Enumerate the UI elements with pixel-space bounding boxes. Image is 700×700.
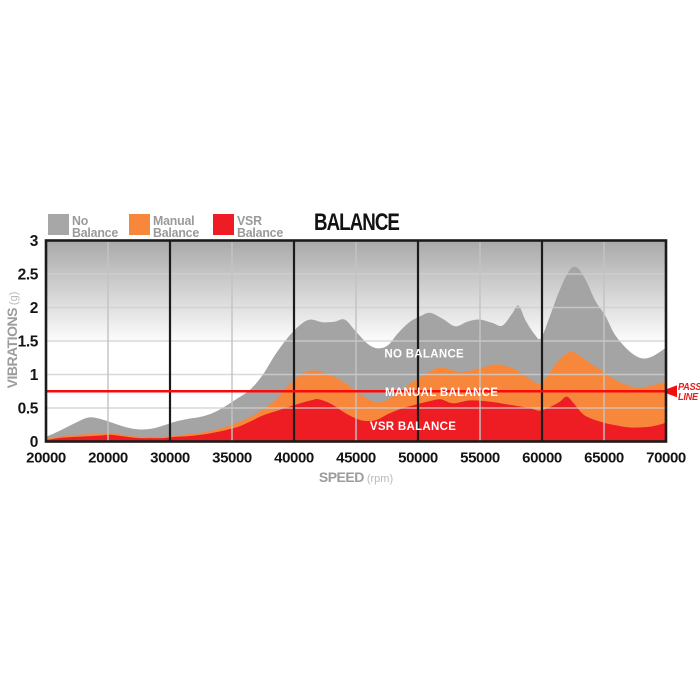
x-tick-label: 70000 [646,450,686,467]
x-tick-label: 50000 [398,450,438,467]
y-axis-title: VIBRATIONS (g) [4,225,22,455]
legend-label-line2: Balance [153,224,200,240]
y-tick-label: 1 [30,367,39,384]
y-axis-tick-labels: 0 0.5 1 1.5 2 2.5 3 [18,233,40,451]
pass-line-label: PASS LINE [678,383,700,402]
y-tick-label: 1.5 [18,334,39,351]
plot-border-rect [44,239,668,443]
legend-label-line2: Balance [72,224,119,240]
series-inline-label: VSR BALANCE [370,421,456,433]
series-inline-labels: NO BALANCE MANUAL BALANCE VSR BALANCE [370,349,498,433]
y-tick-label: 0 [30,434,38,451]
y-tick-label: 3 [30,233,39,250]
x-tick-label: 20000 [88,450,128,467]
legend-swatch-no-balance [48,214,69,235]
x-tick-label: 65000 [584,450,624,467]
legend-item-no-balance: No Balance [48,214,120,238]
legend-label-vsr-balance: VSR Balance [237,214,283,238]
series-inline-label: NO BALANCE [384,349,464,361]
x-axis-tick-labels: 20000 20000 30000 35000 40000 45000 50000 55000… [26,450,686,467]
x-tick-label: 30000 [150,450,190,467]
x-tick-label: 55000 [460,450,500,467]
minor-vertical-gridlines [107,240,605,442]
chart-title: BALANCE [314,209,400,236]
legend-swatch-manual-balance [129,214,150,235]
legend-label-manual-balance: Manual Balance [153,214,199,238]
y-axis-title-text: VIBRATIONS [4,308,20,389]
x-tick-label: 20000 [26,450,66,467]
y-axis-title-unit: (g) [8,291,20,306]
major-vertical-gridlines [168,240,544,442]
plot-border [44,239,668,443]
legend-label-line1: Manual [153,213,195,228]
x-axis-title: SPEED (rpm) [256,469,456,487]
x-axis-title-text: SPEED [318,469,364,485]
legend-label-line2: Balance [237,224,284,240]
legend-label-no-balance: No Balance [72,214,118,238]
legend-label-line1: VSR [237,213,262,228]
x-tick-label: 45000 [336,450,376,467]
legend-swatch-vsr-balance [213,214,234,235]
legend-item-vsr-balance: VSR Balance [213,214,285,238]
legend-label-line1: No [72,213,89,228]
series-inline-label: MANUAL BALANCE [385,387,498,399]
pass-line-label-line2: LINE [678,391,698,403]
y-tick-label: 2 [30,300,38,317]
pass-line [46,385,677,398]
y-tick-label: 2.5 [18,267,39,284]
pass-line-arrow-icon [661,385,677,398]
x-tick-label: 35000 [212,450,252,467]
y-tick-label: 0.5 [18,401,39,418]
x-tick-label: 40000 [274,450,314,467]
x-axis-title-unit: (rpm) [366,473,394,485]
pass-line-label-line1: PASS [678,382,700,393]
x-tick-label: 60000 [522,450,562,467]
legend-item-manual-balance: Manual Balance [129,214,201,238]
